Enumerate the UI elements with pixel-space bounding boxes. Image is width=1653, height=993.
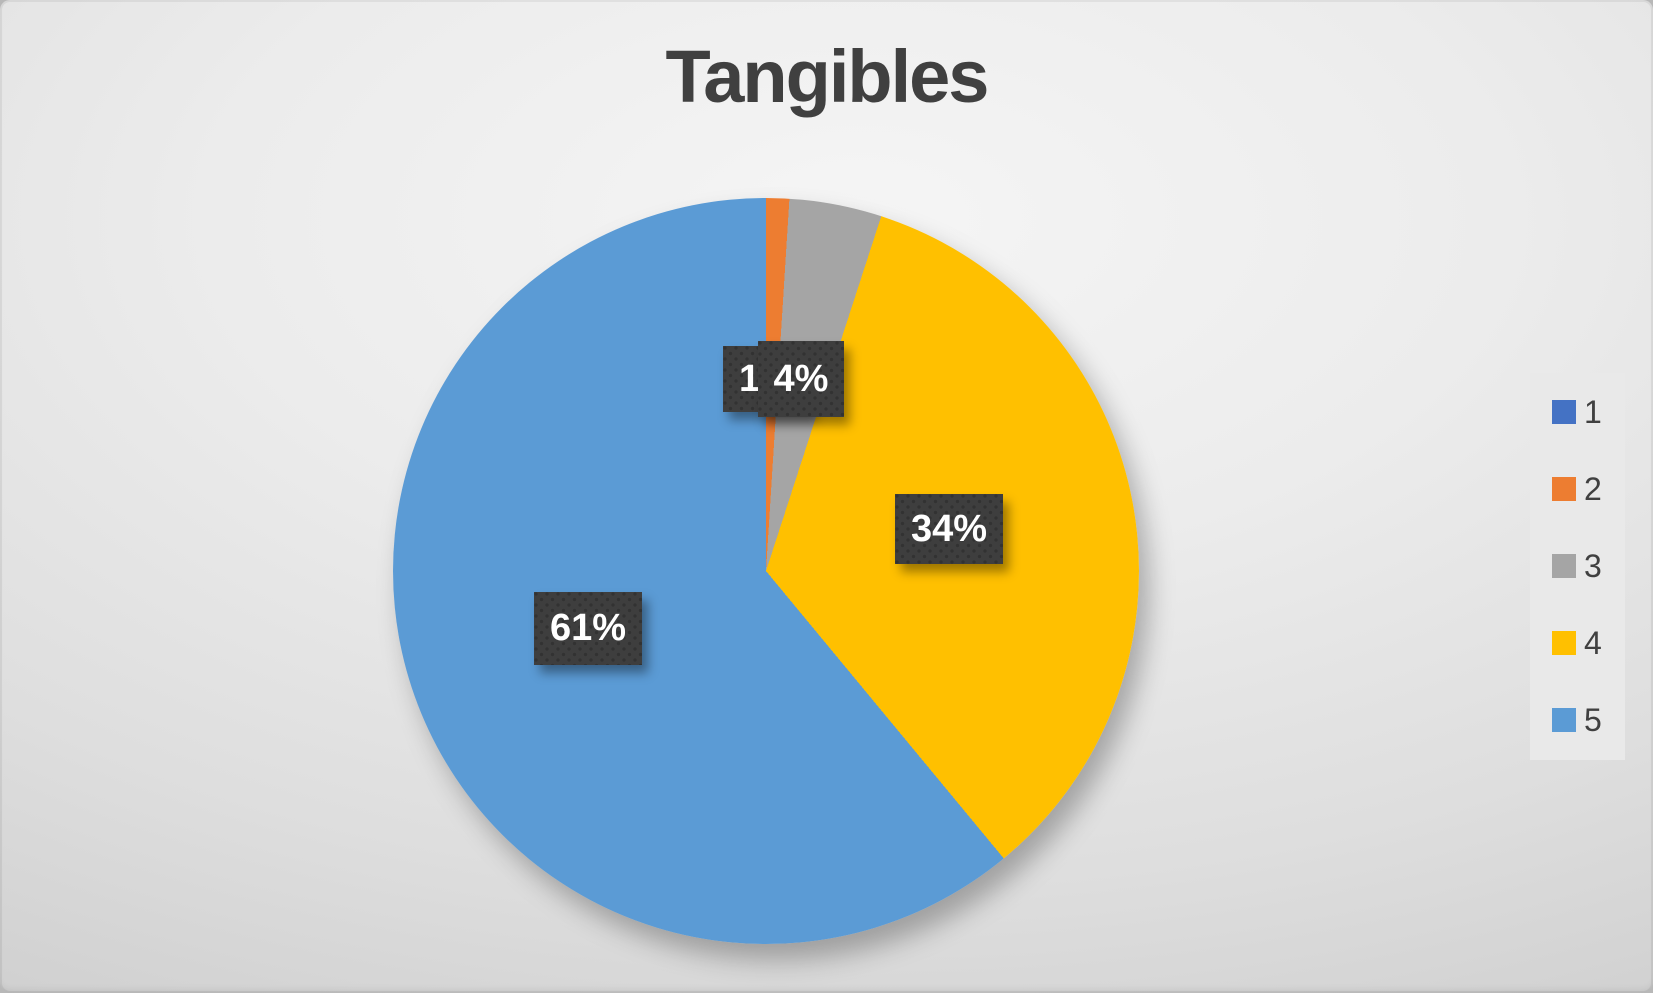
legend-item-2: 2 (1552, 471, 1625, 507)
legend-item-3: 3 (1552, 548, 1625, 584)
legend-swatch-4 (1552, 631, 1576, 655)
legend-item-4: 4 (1552, 625, 1625, 661)
legend-label-1: 1 (1584, 394, 1602, 430)
legend-swatch-5 (1552, 708, 1576, 732)
data-label-slice-5: 61% (534, 592, 642, 665)
legend-item-1: 1 (1552, 394, 1625, 430)
legend-item-5: 5 (1552, 702, 1625, 738)
legend-label-2: 2 (1584, 471, 1602, 507)
legend-label-5: 5 (1584, 702, 1602, 738)
chart-title: Tangibles (665, 35, 990, 118)
legend: 1 2 3 4 5 (1530, 373, 1625, 760)
legend-label-3: 3 (1584, 548, 1602, 584)
legend-swatch-2 (1552, 477, 1576, 501)
legend-swatch-1 (1552, 400, 1576, 424)
data-label-slice-4: 34% (895, 494, 1003, 564)
legend-swatch-3 (1552, 554, 1576, 578)
legend-label-4: 4 (1584, 625, 1602, 661)
data-label-slice-3: 4% (758, 341, 844, 417)
pie-chart (393, 198, 1139, 944)
